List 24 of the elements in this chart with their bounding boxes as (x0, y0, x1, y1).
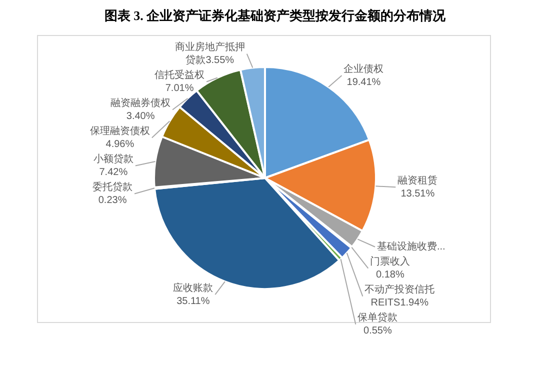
data-label: 0.23% (98, 195, 127, 206)
data-label: 4.96% (106, 139, 134, 150)
data-label: 3.40% (126, 111, 155, 122)
slice-label: 信托受益权 (154, 69, 205, 82)
slice-label: 融资融券债权 (110, 97, 171, 110)
data-label: 0.18% (376, 270, 404, 281)
slice-label: 小额贷款 (93, 153, 134, 166)
chart-title: 图表 3. 企业资产证券化基础资产类型按发行金额的分布情况 (103, 7, 447, 25)
data-label: 7.42% (99, 167, 128, 178)
slice-label: 委托贷款 (92, 181, 133, 194)
data-label: 19.41% (346, 76, 381, 88)
slice-label: 商业房地产抵押贷款3.55% (174, 41, 245, 66)
slice-label: 保理融资债权 (90, 125, 150, 138)
data-label: 0.55% (363, 326, 392, 337)
slice-label: 保单贷款 (358, 312, 398, 324)
slice-label: 企业债权 (344, 62, 384, 75)
slice-label: 不动产投资信托REITS1.94% (364, 284, 435, 309)
slice-label: 基础设施收费... (376, 240, 446, 253)
slice-label: 门票收入 (370, 256, 410, 268)
data-label: 35.11% (176, 296, 210, 307)
data-label: 7.01% (165, 83, 194, 94)
slice-label: 应收账款 (173, 282, 214, 294)
data-label: 13.51% (400, 188, 435, 200)
slice-label: 融资租赁 (398, 174, 438, 186)
